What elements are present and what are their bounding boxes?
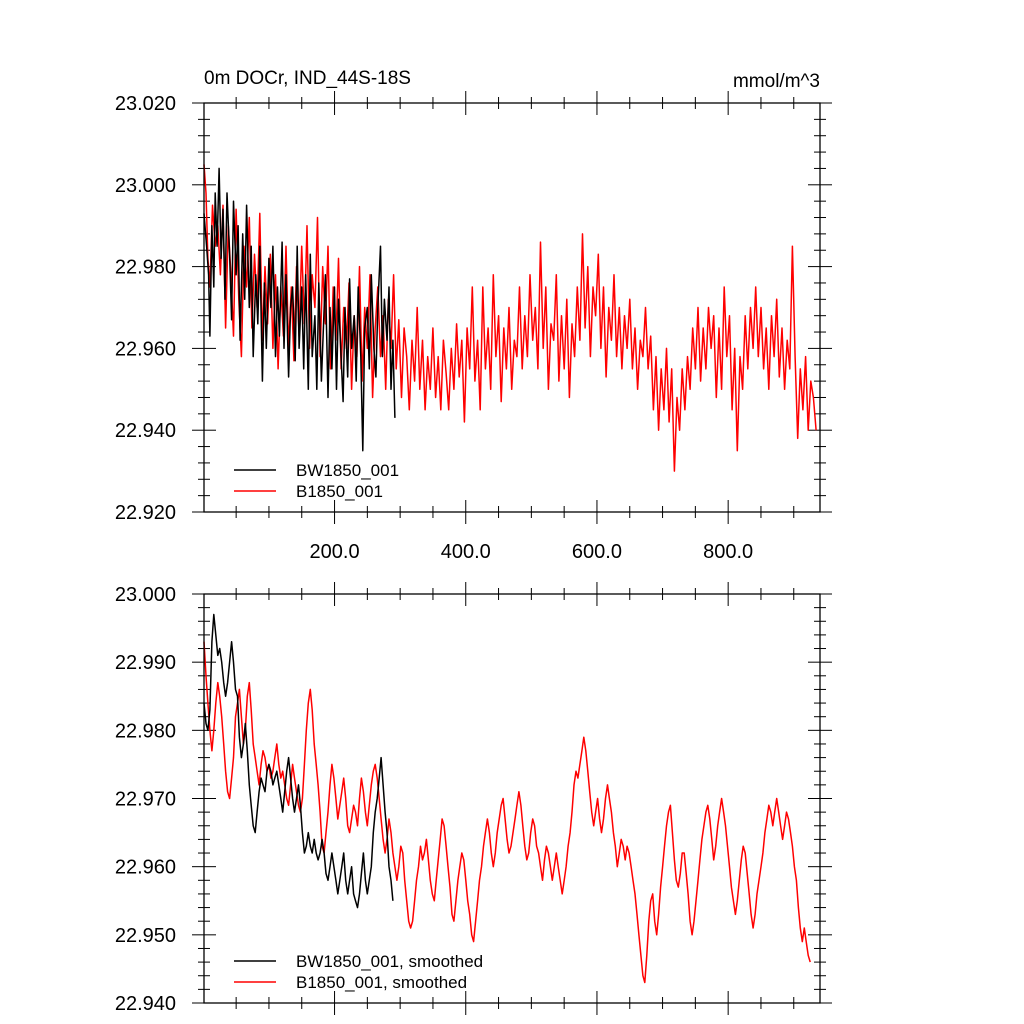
legend-label: BW1850_001 <box>296 461 399 480</box>
x-tick-label: 400.0 <box>441 541 491 563</box>
legend-label: B1850_001, smoothed <box>296 973 467 992</box>
series-line <box>203 167 396 452</box>
plot-frame <box>203 593 821 1004</box>
y-tick-label: 22.960 <box>115 857 176 879</box>
y-tick-label: 22.940 <box>115 420 176 442</box>
y-tick-label: 22.980 <box>115 257 176 279</box>
y-tick-label: 22.940 <box>115 993 176 1015</box>
x-tick-label: 600.0 <box>572 541 622 563</box>
y-tick-label: 22.970 <box>115 789 176 811</box>
y-tick-label: 23.000 <box>115 175 176 197</box>
series-line <box>203 641 811 984</box>
top-chart: 0m DOCr, IND_44S-18S mmol/m^3 22.92022.9… <box>115 68 832 563</box>
legend: BW1850_001 B1850_001 <box>234 461 399 501</box>
y-tick-labels: 22.940 22.950 22.960 22.970 22.980 22.990 23.0… <box>115 584 176 1015</box>
y-tick-label: 23.020 <box>115 93 176 115</box>
series-lines <box>203 613 811 984</box>
units-label: mmol/m^3 <box>733 71 820 92</box>
legend-label: B1850_001 <box>296 482 383 501</box>
x-tick-label: 200.0 <box>310 541 360 563</box>
x-tick-label: 800.0 <box>703 541 753 563</box>
tick-marks <box>192 91 832 524</box>
y-tick-label: 22.960 <box>115 338 176 360</box>
tick-marks <box>192 582 832 1015</box>
y-tick-label: 22.920 <box>115 502 176 524</box>
legend: BW1850_001, smoothed B1850_001, smoothed <box>234 952 483 992</box>
x-tick-labels: 200.0 400.0 600.0 800.0 <box>310 541 754 563</box>
bottom-chart: 22.940 22.950 22.960 22.970 22.980 22.990 23.0… <box>115 582 832 1015</box>
y-tick-label: 22.980 <box>115 720 176 742</box>
plot-frame <box>203 102 821 513</box>
series-lines <box>203 164 817 472</box>
y-tick-label: 22.990 <box>115 652 176 674</box>
series-line <box>203 613 394 909</box>
legend-label: BW1850_001, smoothed <box>296 952 483 971</box>
y-tick-labels: 22.920 22.940 22.960 22.980 23.000 23.020 <box>115 93 176 524</box>
y-tick-label: 23.000 <box>115 584 176 606</box>
y-tick-label: 22.950 <box>115 925 176 947</box>
chart-title: 0m DOCr, IND_44S-18S <box>204 68 411 89</box>
